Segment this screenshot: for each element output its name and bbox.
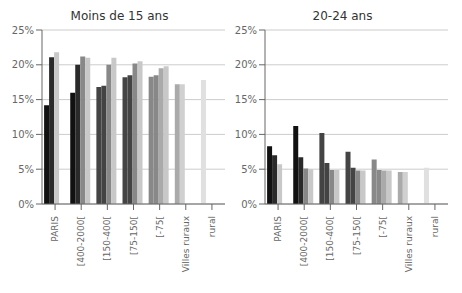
svg-text:0%: 0% (18, 199, 34, 210)
svg-text:[75-150[: [75-150[ (129, 216, 139, 255)
svg-text:[150-400[: [150-400[ (102, 216, 112, 261)
svg-text:5%: 5% (241, 164, 257, 175)
svg-text:[150-400[: [150-400[ (325, 216, 335, 261)
svg-text:[400-2000[: [400-2000[ (76, 216, 86, 266)
svg-text:15%: 15% (235, 94, 257, 105)
svg-text:25%: 25% (235, 25, 257, 36)
svg-text:PARIS: PARIS (273, 216, 283, 242)
svg-text:10%: 10% (12, 129, 34, 140)
svg-text:[-75[: [-75[ (378, 216, 388, 238)
html-text:Moins de 15 ans: Moins de 15 ans (70, 9, 169, 23)
svg-text:PARIS: PARIS (50, 216, 60, 242)
svg-text:10%: 10% (235, 129, 257, 140)
svg-text:15%: 15% (12, 94, 34, 105)
svg-text:rural: rural (430, 216, 440, 237)
svg-text:0%: 0% (241, 199, 257, 210)
svg-text:[-75[: [-75[ (155, 216, 165, 238)
svg-text:5%: 5% (18, 164, 34, 175)
svg-text:[75-150[: [75-150[ (352, 216, 362, 255)
svg-text:25%: 25% (12, 25, 34, 36)
svg-text:Villes ruraux: Villes ruraux (181, 215, 191, 272)
svg-text:Villes ruraux: Villes ruraux (404, 215, 414, 272)
svg-text:[400-2000[: [400-2000[ (299, 216, 309, 266)
svg-text:20%: 20% (235, 59, 257, 70)
svg-text:rural: rural (207, 216, 217, 237)
svg-text:20%: 20% (12, 59, 34, 70)
html-text:20-24 ans: 20-24 ans (312, 9, 373, 23)
